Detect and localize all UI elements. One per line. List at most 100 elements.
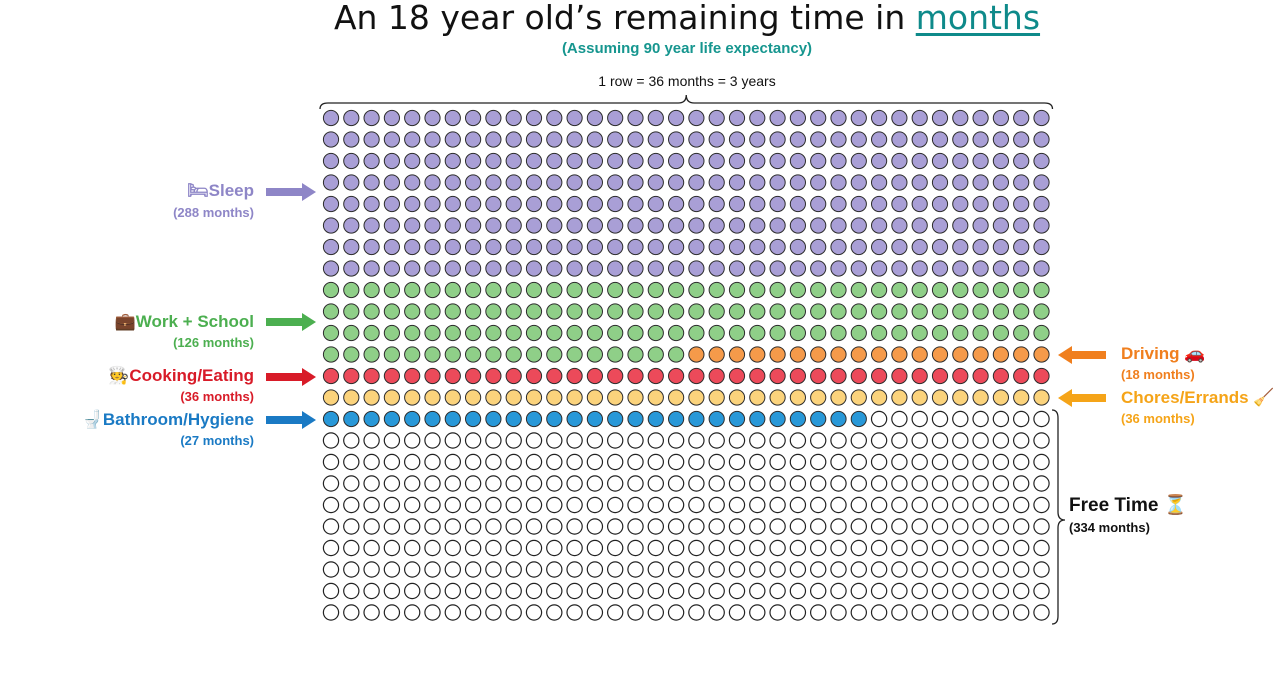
month-dot-sleep [728,238,746,256]
month-dot-free [607,496,624,514]
month-dot-work [607,346,624,363]
month-dot-sleep [363,217,380,234]
month-dot-sleep [688,195,705,213]
month-dot-free [749,518,766,535]
month-dot-sleep [789,238,807,256]
month-dot-free [952,518,969,535]
month-dot-work [1013,324,1030,342]
month-dot-free [343,561,360,578]
month-dot-sleep [586,109,604,127]
month-dot-free [728,518,746,535]
month-dot-sleep [1033,174,1050,191]
month-dot-sleep [322,109,340,127]
month-dot-free [931,496,949,514]
month-dot-work [708,324,725,342]
free-time-brace [1051,409,1066,625]
month-dot-work [769,324,786,342]
month-dot-work [424,281,441,299]
month-dot-free [546,604,563,621]
month-dot-sleep [607,131,624,148]
month-dot-free [891,410,908,428]
month-dot-driving [749,346,766,363]
month-dot-chores [505,389,522,406]
month-dot-free [1013,432,1030,449]
month-dot-work [444,281,461,299]
label-cooking-months: (36 months) [180,389,254,404]
month-dot-free [688,453,705,471]
month-dot-free [647,582,665,600]
month-dot-sleep [1033,238,1050,256]
month-dot-work [647,324,664,342]
month-dot-work [627,324,644,342]
month-dot-work [952,324,969,342]
month-dot-sleep [546,260,563,277]
month-dot-sleep [789,131,807,148]
month-dot-driving [931,346,949,363]
month-dot-chores [566,389,583,406]
month-dot-driving [1013,346,1030,363]
month-dot-sleep [992,174,1010,191]
month-dot-free [769,453,786,471]
label-free-time: Free Time ⏳ [1069,493,1187,517]
month-dot-free [749,496,766,514]
month-dot-work [525,303,543,320]
month-dot-sleep [871,109,888,127]
month-dot-free [383,475,401,492]
title-link-months[interactable]: months [915,0,1041,37]
month-dot-free [586,475,604,492]
month-dot-free [444,453,461,471]
month-dot-work [566,346,583,363]
month-dot-free [363,539,380,557]
month-dot-work [668,346,685,363]
cook-icon: 🧑‍🍳 [108,366,130,385]
month-dot-free [1013,561,1030,578]
month-dot-free [566,561,583,578]
month-dot-free [1033,604,1050,621]
month-dot-bathroom [485,410,502,428]
month-dot-work [566,281,583,299]
month-dot-work [465,346,482,363]
month-dot-free [870,432,888,449]
month-dot-work [992,303,1010,320]
month-dot-free [992,582,1010,600]
month-dot-sleep [383,238,400,256]
month-dot-bathroom [322,410,340,428]
month-dot-free [789,518,807,535]
month-dot-free [424,561,441,578]
month-dot-free [708,475,725,492]
month-dot-chores [465,389,482,406]
briefcase-icon: 💼 [114,312,136,331]
month-dot-free [424,582,441,600]
month-dot-work [444,346,461,363]
month-dot-free [1033,475,1050,492]
month-dot-sleep [322,195,340,213]
month-dot-sleep [404,109,421,127]
month-dot-sleep [830,238,847,256]
month-dot-free [992,561,1010,578]
month-dot-work [749,324,766,342]
month-dot-free [566,518,583,535]
month-dot-free [789,453,807,471]
month-dot-free [870,410,888,428]
month-dot-cooking [911,367,928,385]
month-dot-sleep [525,152,543,170]
month-dot-sleep [383,195,400,213]
month-dot-sleep [546,131,563,148]
month-dot-chores [343,389,360,406]
month-dot-sleep [343,217,360,234]
month-dot-sleep [627,238,644,256]
month-dot-free [1013,604,1030,621]
month-dot-work [322,303,340,320]
month-dot-sleep [769,195,786,213]
month-dot-free [952,582,969,600]
month-dot-free [566,496,583,514]
month-dot-bathroom [769,410,786,428]
month-dot-work [485,281,502,299]
month-dot-chores [444,389,461,406]
month-dot-bathroom [424,410,441,428]
month-dot-free [850,453,868,471]
month-dot-cooking [525,367,543,385]
month-dot-sleep [627,152,644,170]
month-dot-sleep [505,174,522,191]
month-dot-work [383,346,400,363]
